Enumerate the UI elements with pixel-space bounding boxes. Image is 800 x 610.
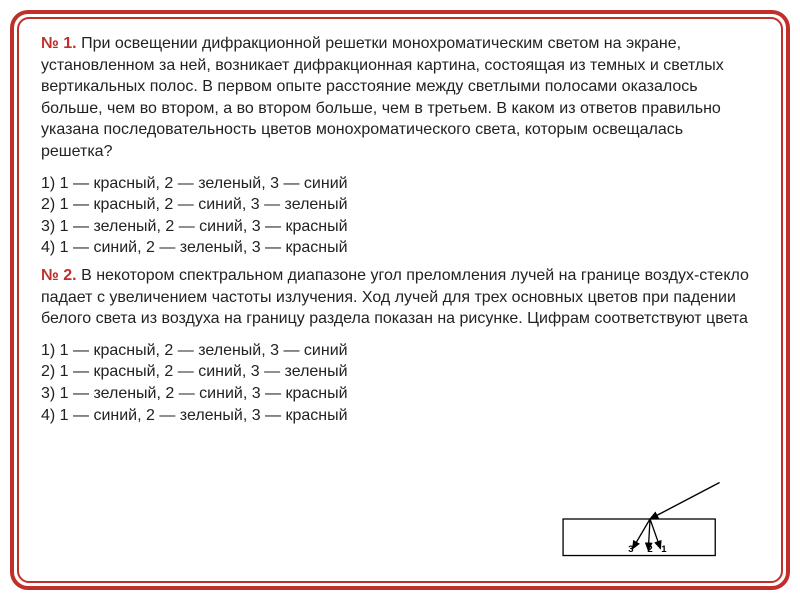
- refraction-diagram: 12 3: [556, 479, 731, 559]
- q2-option-2: 2) 1 — красный, 2 — синий, 3 — зеленый: [41, 361, 759, 383]
- svg-text:1: 1: [661, 544, 667, 555]
- q1-option-1: 1) 1 — красный, 2 — зеленый, 3 — синий: [41, 173, 759, 195]
- q2-option-4: 4) 1 — синий, 2 — зеленый, 3 — красный: [41, 405, 759, 427]
- question-1-options: 1) 1 — красный, 2 — зеленый, 3 — синий 2…: [41, 173, 759, 259]
- question-2-options: 1) 1 — красный, 2 — зеленый, 3 — синий 2…: [41, 340, 759, 426]
- q2-option-3: 3) 1 — зеленый, 2 — синий, 3 — красный: [41, 383, 759, 405]
- question-1-text: При освещении дифракционной решетки моно…: [41, 35, 724, 160]
- q1-option-2: 2) 1 — красный, 2 — синий, 3 — зеленый: [41, 194, 759, 216]
- question-2: № 2. В некотором спектральном диапазоне …: [41, 265, 759, 330]
- q1-option-3: 3) 1 — зеленый, 2 — синий, 3 — красный: [41, 216, 759, 238]
- question-1: № 1. При освещении дифракционной решетки…: [41, 33, 759, 163]
- inner-frame: № 1. При освещении дифракционной решетки…: [17, 17, 783, 583]
- q1-option-4: 4) 1 — синий, 2 — зеленый, 3 — красный: [41, 237, 759, 259]
- q2-option-1: 1) 1 — красный, 2 — зеленый, 3 — синий: [41, 340, 759, 362]
- question-2-text: В некотором спектральном диапазоне угол …: [41, 267, 749, 327]
- question-1-label: № 1.: [41, 35, 77, 52]
- svg-text:2: 2: [647, 544, 652, 555]
- svg-text:3: 3: [628, 544, 633, 555]
- outer-frame: № 1. При освещении дифракционной решетки…: [10, 10, 790, 590]
- question-2-label: № 2.: [41, 267, 77, 284]
